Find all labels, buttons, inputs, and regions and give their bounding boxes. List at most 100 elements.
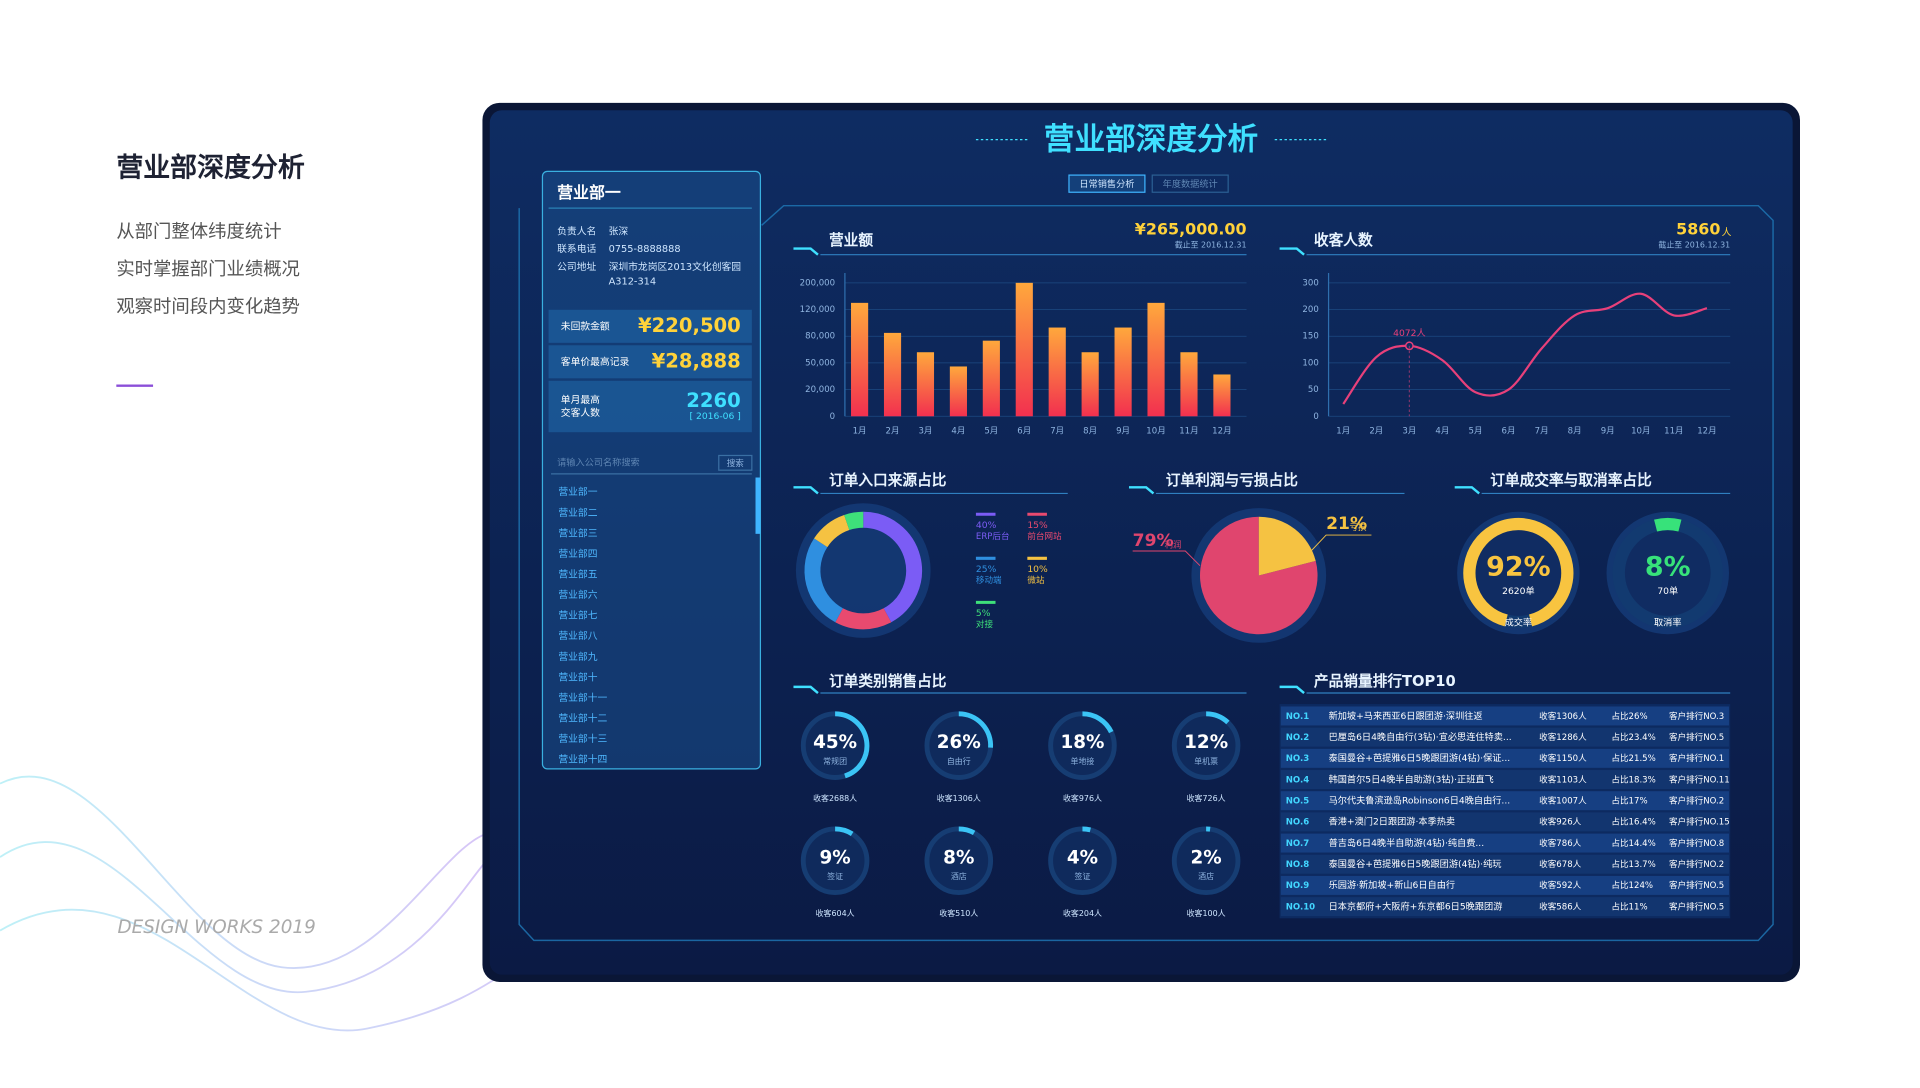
bar [1147, 302, 1165, 417]
legend-value: 40% [976, 520, 997, 531]
gauge-arc [1463, 518, 1574, 627]
stat-box [548, 309, 752, 343]
section-title: 订单类别销售占比 [829, 672, 947, 690]
y-tick-label: 200,000 [800, 278, 835, 288]
table-cell: 普吉岛6日4晚半自助游(4钻)·纯自费... [1329, 837, 1485, 849]
search-button[interactable] [718, 454, 753, 471]
ring-value: 2% [1191, 847, 1222, 868]
y-tick-label: 150 [1302, 332, 1318, 342]
table-cell: NO.6 [1286, 818, 1310, 828]
ring-arc [835, 711, 870, 779]
ring-arc [1082, 711, 1114, 734]
y-tick-label: 0 [1313, 412, 1318, 422]
table-cell: NO.8 [1286, 860, 1310, 870]
department-item[interactable]: 营业部四 [558, 547, 597, 560]
scrollbar[interactable] [755, 477, 761, 534]
stat-value: ¥220,500 [638, 314, 741, 337]
x-tick-label: 5月 [984, 425, 998, 436]
field-label: 联系电话 [557, 242, 596, 255]
ring-arc [1082, 826, 1091, 833]
bar [916, 352, 935, 417]
table-cell: NO.3 [1286, 754, 1310, 764]
x-tick-label: 8月 [1568, 425, 1582, 436]
donut-segment [835, 608, 892, 630]
table-cell: 占比13.7% [1611, 858, 1655, 870]
tab[interactable] [1068, 174, 1146, 193]
table-cell: 新加坡+马来西亚6日跟团游·深圳往返 [1329, 710, 1483, 722]
pie-leader [1132, 550, 1201, 567]
pie-label: 利润 [1164, 538, 1181, 550]
department-item[interactable]: 营业部十 [558, 670, 597, 683]
tab[interactable] [1151, 174, 1229, 193]
x-tick-label: 9月 [1601, 425, 1615, 436]
table-cell: NO.1 [1286, 712, 1310, 722]
ring-count: 收客2688人 [813, 793, 857, 803]
ring-arc [958, 711, 994, 748]
table-cell: 占比11% [1611, 900, 1647, 912]
description: 观察时间段内变化趋势 [116, 296, 300, 317]
table-row [1280, 706, 1729, 726]
table-cell: 占比18.3% [1611, 773, 1655, 785]
x-tick-label: 6月 [1017, 425, 1031, 436]
bar [1114, 327, 1132, 417]
legend-value: 10% [1027, 564, 1048, 575]
legend-label: 对接 [976, 618, 994, 630]
legend-value: 25% [976, 564, 997, 575]
section-mark [1279, 247, 1305, 256]
bar [1213, 374, 1231, 417]
department-item[interactable]: 营业部十四 [558, 753, 607, 766]
table-row [1280, 897, 1729, 917]
ring-label: 自由行 [947, 756, 971, 766]
ring-label: 签证 [827, 871, 843, 881]
footer: DESIGN WORKS 2019 [118, 917, 316, 938]
legend-label: 微站 [1027, 574, 1045, 586]
x-tick-label: 3月 [918, 425, 932, 436]
stat-label: 单月最高 [561, 393, 600, 406]
x-tick-label: 6月 [1502, 425, 1516, 436]
x-tick-label: 7月 [1535, 425, 1549, 436]
x-tick-label: 10月 [1631, 425, 1650, 436]
department-item[interactable]: 营业部六 [558, 588, 597, 601]
ring-label: 酒店 [951, 871, 967, 881]
department-item[interactable]: 营业部一 [558, 485, 597, 498]
y-tick-label: 200 [1302, 305, 1318, 315]
y-tick-label: 300 [1302, 278, 1318, 288]
table-row [1280, 748, 1729, 768]
table-cell: 日本京都府+大阪府+东京都6日5晚跟团游 [1329, 900, 1503, 912]
gauge-count: 2620单 [1502, 585, 1535, 597]
gauge-arc [1654, 517, 1682, 532]
department-item[interactable]: 营业部九 [558, 650, 597, 663]
department-item[interactable]: 营业部二 [558, 506, 597, 519]
ring-arc [1205, 711, 1230, 725]
department-item[interactable]: 营业部五 [558, 567, 597, 580]
department-item[interactable]: 营业部十一 [558, 691, 607, 704]
department-item[interactable]: 营业部十二 [558, 711, 607, 724]
ring-count: 收客726人 [1187, 793, 1226, 803]
x-tick-label: 4月 [1435, 425, 1449, 436]
department-item[interactable]: 营业部七 [558, 609, 597, 622]
table-cell: NO.9 [1286, 881, 1310, 891]
section-mark [793, 685, 819, 694]
x-tick-label: 9月 [1116, 425, 1130, 436]
ring-label: 签证 [1075, 871, 1091, 881]
tab-label: 年度数据统计 [1163, 178, 1218, 190]
department-item[interactable]: 营业部十三 [558, 732, 607, 745]
department-item[interactable]: 营业部八 [558, 629, 597, 642]
search-input[interactable]: 请输入公司名称搜索 [557, 456, 640, 468]
table-cell: 客户排行NO.2 [1669, 795, 1724, 807]
table-cell: 占比23.4% [1611, 731, 1655, 743]
department-item[interactable]: 营业部三 [558, 526, 597, 539]
x-tick-label: 5月 [1469, 425, 1483, 436]
stat-label: 客单价最高记录 [561, 355, 630, 368]
field-label: 公司地址 [557, 260, 596, 273]
donut-segment [804, 538, 844, 623]
ring-value: 18% [1060, 732, 1104, 753]
table-cell: 客户排行NO.3 [1669, 710, 1724, 722]
search-button-label[interactable]: 搜索 [727, 457, 745, 469]
x-tick-label: 3月 [1402, 425, 1416, 436]
field-value: 张深 [609, 225, 629, 237]
ring-value: 26% [937, 732, 981, 753]
dashboard-title: 营业部深度分析 [1044, 122, 1258, 157]
